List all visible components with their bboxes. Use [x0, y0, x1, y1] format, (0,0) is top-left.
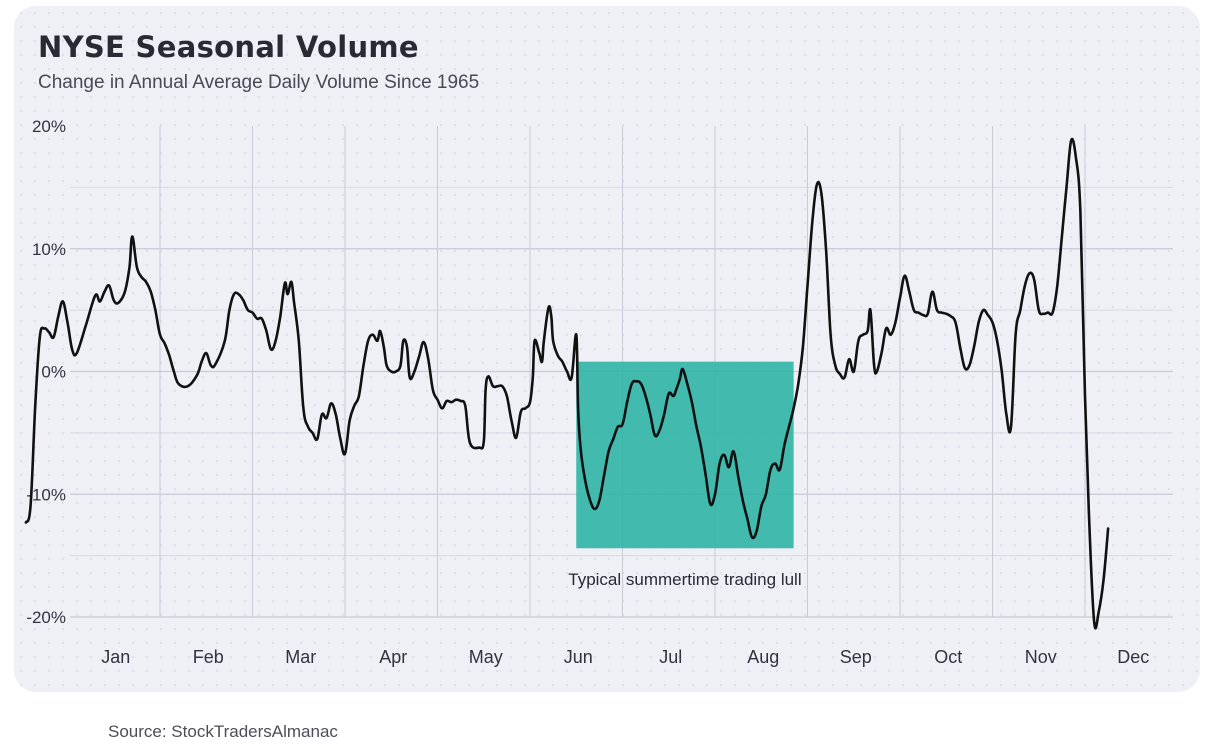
x-tick-label: Jul: [659, 647, 682, 667]
y-tick-label: -20%: [26, 608, 66, 627]
x-tick-label: Oct: [934, 647, 962, 667]
x-tick-label: Nov: [1025, 647, 1057, 667]
x-tick-label: Sep: [840, 647, 872, 667]
highlight-annotation: Typical summertime trading lull: [568, 570, 801, 589]
x-tick-label: May: [469, 647, 503, 667]
volume-series-line: [24, 137, 1110, 630]
x-tick-label: Jun: [564, 647, 593, 667]
y-tick-label: 10%: [32, 240, 66, 259]
x-tick-label: Dec: [1117, 647, 1149, 667]
highlight-region: [576, 361, 794, 549]
x-tick-label: Aug: [747, 647, 779, 667]
line-chart: 20% 10% 0% -10% -20% Jan Feb Mar Apr May Jun Jul Aug…: [24, 117, 1173, 667]
y-tick-label: 20%: [32, 117, 66, 136]
chart-card: NYSE Seasonal Volume Change in Annual Av…: [14, 6, 1200, 692]
y-tick-label: 0%: [41, 363, 66, 382]
x-tick-label: Mar: [285, 647, 316, 667]
chart-subtitle: Change in Annual Average Daily Volume Si…: [38, 72, 480, 93]
y-tick-label: -10%: [26, 485, 66, 504]
chart-title: NYSE Seasonal Volume: [38, 30, 419, 64]
source-caption: Source: StockTradersAlmanac: [108, 722, 338, 741]
x-tick-label: Jan: [101, 647, 130, 667]
x-tick-label: Feb: [193, 647, 224, 667]
x-tick-label: Apr: [379, 647, 407, 667]
